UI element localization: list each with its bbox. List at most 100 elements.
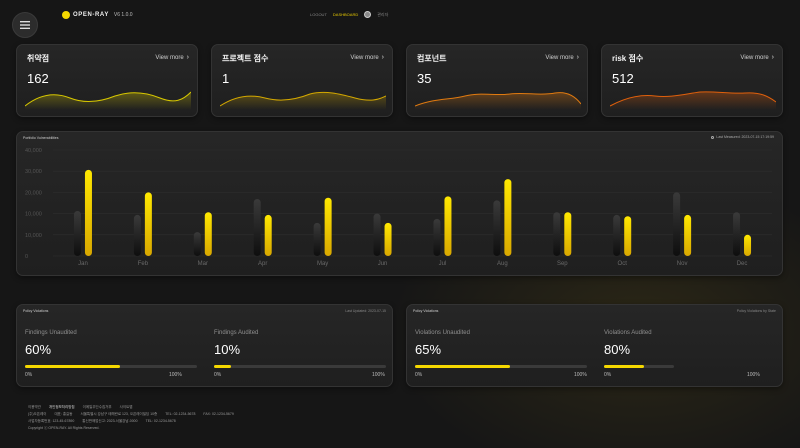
- y-tick-label: 40,000: [25, 148, 42, 154]
- top-nav: LOGOUT DASHBOARD 관리자: [310, 11, 388, 18]
- bar-series-2[interactable]: [564, 212, 572, 256]
- progress-fill: [604, 365, 644, 368]
- legend-marker: [711, 135, 715, 139]
- footer-registration: 사업자등록번호: 123-45-67890 통신판매업신고: 2023-서울강남…: [28, 418, 234, 425]
- logo[interactable]: OPEN-RAY V6 1.0.0: [62, 11, 133, 19]
- bar-series-1[interactable]: [733, 212, 741, 256]
- bar-series-2[interactable]: [264, 214, 272, 256]
- x-tick-label: Oct: [618, 261, 628, 267]
- view-more-link[interactable]: View more ›: [740, 54, 774, 61]
- avatar[interactable]: [364, 11, 372, 18]
- stat-card-project-score: 프로젝트 점수 View more › 1: [211, 44, 393, 117]
- x-tick-label: Apr: [258, 261, 267, 267]
- bar-series-1[interactable]: [373, 213, 381, 256]
- bar-series-1[interactable]: [553, 212, 561, 256]
- stat-value: 162: [27, 71, 49, 86]
- policy-violations-panel-2: Policy Violations Policy Violations by S…: [406, 304, 783, 387]
- sparkline-chart: [610, 91, 776, 110]
- progress-max: 100%: [574, 372, 587, 378]
- metric-value: 80%: [604, 342, 631, 357]
- bar-series-2[interactable]: [444, 196, 452, 256]
- sparkline-chart: [415, 92, 581, 110]
- bar-series-1[interactable]: [73, 210, 81, 256]
- metric-value: 10%: [214, 342, 241, 357]
- panel-subtitle: Policy Violations by State: [736, 309, 776, 313]
- metric-label: Findings Unaudited: [25, 330, 77, 336]
- footer-text: 통신판매업신고: 2023-서울강남-0000: [82, 419, 138, 423]
- policy-violations-panel-1: Policy Violations Last Updated: 2023-07-…: [16, 304, 393, 387]
- footer-link[interactable]: 이용약관: [28, 405, 41, 409]
- panel-subtitle: Last Updated: 2023-07-15: [345, 309, 386, 313]
- progress-max: 100%: [169, 372, 182, 378]
- stat-value: 1: [222, 71, 230, 86]
- progress-max: 100%: [747, 372, 760, 378]
- logo-version: V6 1.0.0: [113, 12, 133, 18]
- stat-card-risk-score: risk 점수 View more › 512: [601, 44, 783, 117]
- view-more-link[interactable]: View more ›: [350, 54, 384, 61]
- bar-series-2[interactable]: [624, 216, 632, 256]
- top-bar: OPEN-RAY V6 1.0.0 LOGOUT DASHBOARD 관리자: [0, 0, 800, 40]
- y-tick-label: 20,000: [25, 190, 42, 196]
- bar-series-1[interactable]: [253, 199, 261, 256]
- x-tick-label: Aug: [497, 261, 508, 267]
- bar-series-1[interactable]: [493, 200, 501, 256]
- bar-series-2[interactable]: [144, 192, 152, 256]
- footer-text: 대표: 홍길동: [54, 412, 73, 416]
- bar-series-1[interactable]: [313, 222, 321, 256]
- bar-series-2[interactable]: [324, 197, 332, 256]
- sparkline-chart: [25, 91, 191, 110]
- panel-title: Policy Violations: [23, 309, 49, 313]
- vulnerabilities-chart-card: Portfolio Vulnerabilities Last Measured:…: [16, 131, 783, 276]
- x-tick-label: Sep: [557, 261, 568, 267]
- chevron-right-icon: ›: [576, 54, 579, 61]
- view-more-link[interactable]: View more ›: [155, 54, 189, 61]
- metric-value: 65%: [415, 342, 442, 357]
- logout-link[interactable]: LOGOUT: [310, 12, 327, 17]
- progress-min: 0%: [214, 372, 222, 378]
- bar-series-2[interactable]: [684, 214, 692, 256]
- bar-series-2[interactable]: [504, 179, 512, 256]
- chevron-right-icon: ›: [771, 54, 774, 61]
- metric-label: Findings Audited: [214, 330, 259, 336]
- footer-link[interactable]: 이메일무단수집거부: [82, 405, 112, 409]
- stat-title: 취약점: [27, 54, 50, 63]
- progress-bar: [415, 365, 587, 368]
- sparkline-chart: [220, 91, 386, 110]
- bar-series-1[interactable]: [193, 232, 201, 256]
- metric-label: Violations Unaudited: [415, 330, 470, 336]
- footer: 이용약관 개인정보처리방침 이메일무단수집거부 사이트맵 (주)오픈레이 대표:…: [28, 404, 234, 432]
- metric-value: 60%: [25, 342, 52, 357]
- bar-series-1[interactable]: [433, 218, 441, 256]
- bar-series-2[interactable]: [84, 169, 92, 256]
- panel-title: Policy Violations: [413, 309, 439, 313]
- footer-link[interactable]: 사이트맵: [119, 405, 133, 409]
- bar-series-2[interactable]: [744, 234, 752, 256]
- footer-text: TEL: 02-1234-5678: [145, 419, 176, 423]
- x-tick-label: Dec: [737, 261, 748, 267]
- footer-text: FAX: 02-1234-5679: [203, 412, 234, 416]
- bar-series-2[interactable]: [204, 212, 212, 256]
- legend-label: Last Measured: 2023-07-15 17:19:59: [716, 135, 774, 139]
- logo-text: OPEN-RAY: [73, 12, 109, 18]
- x-tick-label: Jun: [378, 261, 388, 267]
- hamburger-icon: [20, 21, 30, 29]
- x-tick-label: Feb: [138, 261, 149, 267]
- bar-series-2[interactable]: [384, 222, 392, 256]
- bar-series-1[interactable]: [133, 214, 141, 256]
- progress-min: 0%: [415, 372, 423, 378]
- bar-series-1[interactable]: [673, 192, 681, 256]
- user-name: 관리자: [377, 11, 389, 17]
- view-more-link[interactable]: View more ›: [545, 54, 579, 61]
- x-tick-label: Mar: [198, 261, 208, 267]
- chart-legend: Last Measured: 2023-07-15 17:19:59: [711, 135, 774, 139]
- footer-company-info: (주)오픈레이 대표: 홍길동 서울특별시 강남구 테헤란로 123, 오픈레이…: [28, 411, 234, 418]
- bar-series-1[interactable]: [613, 214, 621, 256]
- footer-links: 이용약관 개인정보처리방침 이메일무단수집거부 사이트맵: [28, 404, 234, 411]
- y-tick-label: 10,000: [25, 212, 42, 218]
- progress-bar: [214, 365, 386, 368]
- menu-button[interactable]: [12, 12, 38, 38]
- dashboard-link[interactable]: DASHBOARD: [332, 12, 359, 17]
- chevron-right-icon: ›: [381, 54, 384, 61]
- footer-link[interactable]: 개인정보처리방침: [48, 405, 75, 409]
- x-tick-label: May: [317, 261, 328, 267]
